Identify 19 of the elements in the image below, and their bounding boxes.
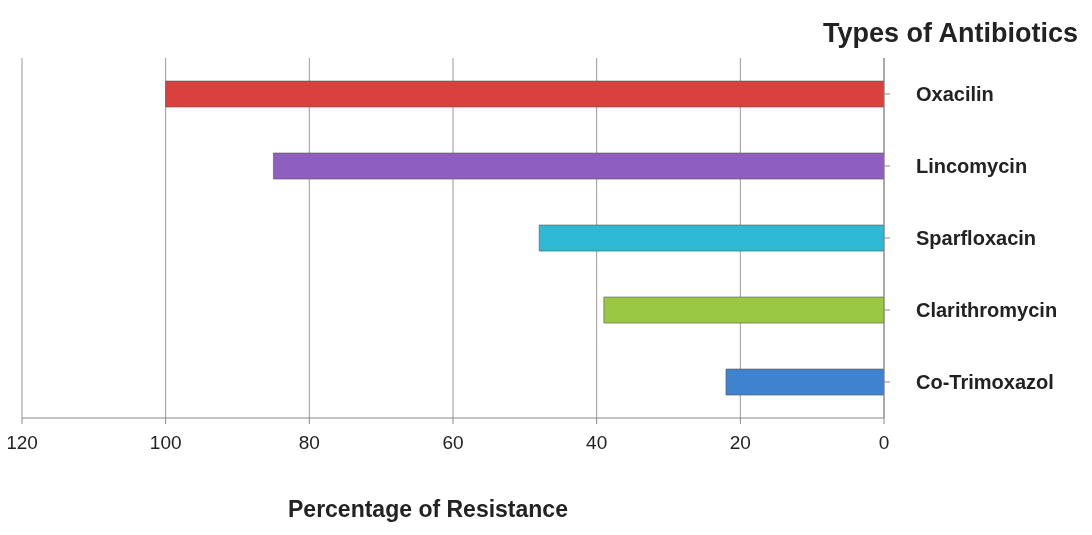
y-tick-label: Co-Trimoxazol bbox=[916, 371, 1054, 394]
y-axis-title: Types of Antibiotics bbox=[822, 18, 1078, 49]
bar bbox=[165, 80, 884, 108]
bar bbox=[603, 296, 884, 324]
y-tick-label: Clarithromycin bbox=[916, 299, 1058, 322]
y-tick-label: Oxacilin bbox=[916, 83, 994, 106]
x-tick-label: 0 bbox=[878, 432, 890, 454]
x-tick-label: 80 bbox=[298, 432, 320, 454]
x-tick-label: 40 bbox=[586, 432, 608, 454]
bar bbox=[273, 152, 884, 180]
x-tick-label: 60 bbox=[442, 432, 464, 454]
bar bbox=[725, 368, 884, 396]
x-axis-title: Percentage of Resistance bbox=[288, 496, 568, 523]
y-tick-label: Lincomycin bbox=[916, 155, 1028, 178]
x-tick-label: 100 bbox=[149, 432, 182, 454]
x-tick-label: 20 bbox=[729, 432, 751, 454]
bar bbox=[538, 224, 884, 252]
y-tick-label: Sparfloxacin bbox=[916, 227, 1037, 250]
x-tick-label: 120 bbox=[6, 432, 38, 454]
